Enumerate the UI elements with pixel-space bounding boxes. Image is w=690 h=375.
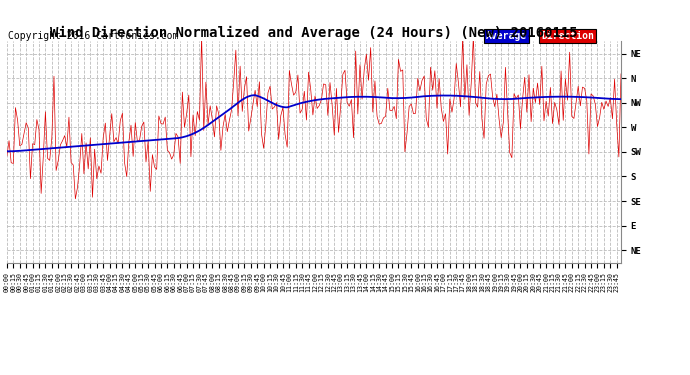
Text: Copyright 2016 Cartronics.com: Copyright 2016 Cartronics.com bbox=[8, 31, 178, 41]
Text: Direction: Direction bbox=[541, 31, 594, 41]
Text: Average: Average bbox=[486, 31, 527, 41]
Title: Wind Direction Normalized and Average (24 Hours) (New) 20160115: Wind Direction Normalized and Average (2… bbox=[50, 26, 578, 40]
